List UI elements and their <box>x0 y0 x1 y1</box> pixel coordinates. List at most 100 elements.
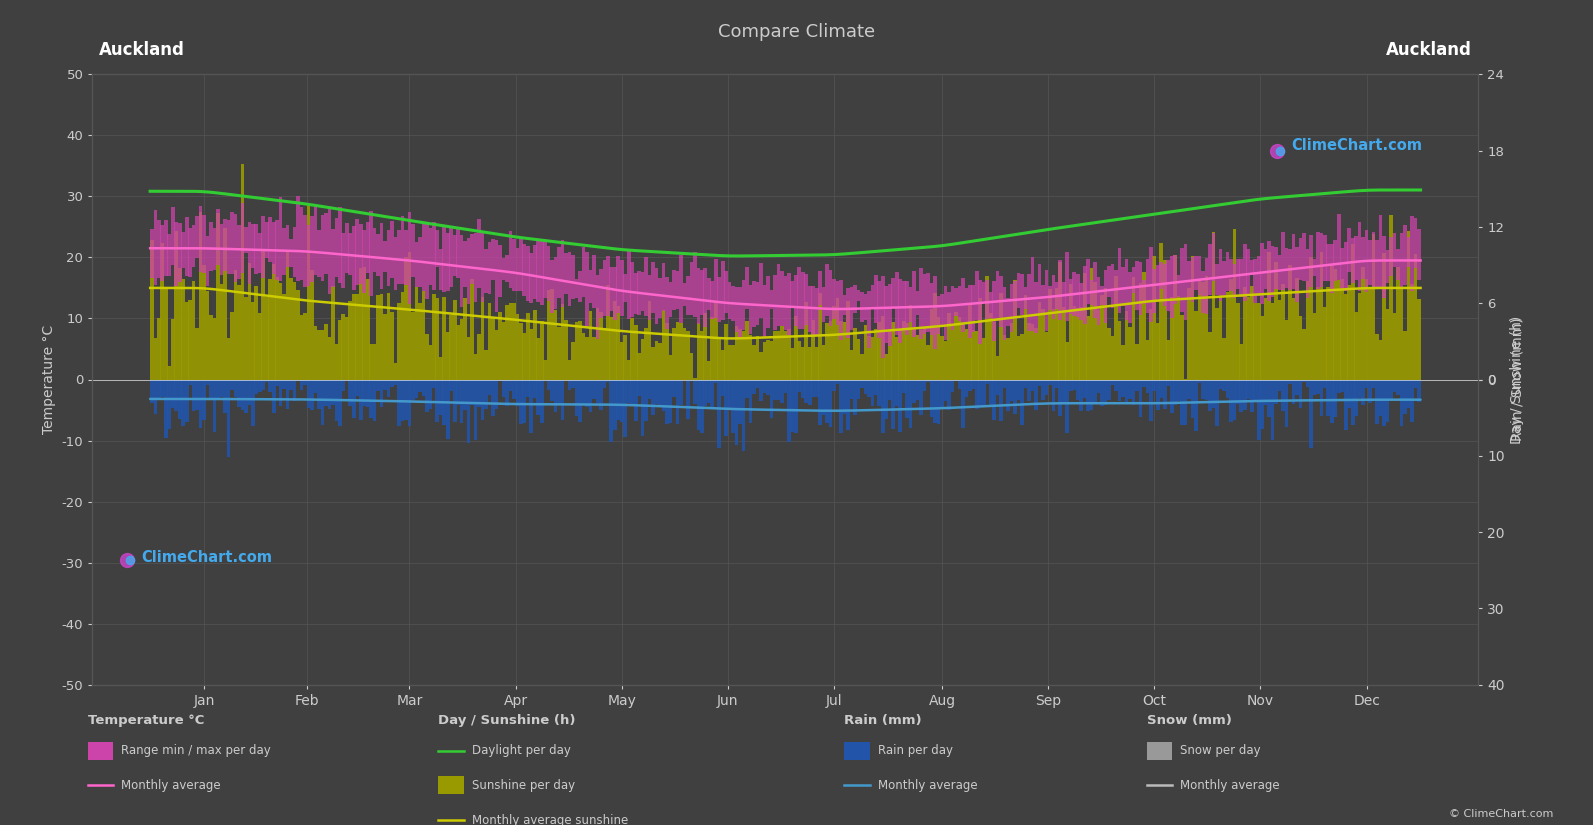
Bar <box>223 219 226 271</box>
Bar <box>1378 340 1383 380</box>
Bar <box>1324 307 1327 380</box>
Bar <box>1215 380 1219 426</box>
Bar <box>585 380 589 408</box>
Bar <box>1251 380 1254 412</box>
Bar <box>578 321 581 380</box>
Bar <box>456 325 460 380</box>
Bar <box>1055 380 1059 389</box>
Bar <box>669 281 672 317</box>
Bar <box>1080 380 1083 411</box>
Bar <box>722 261 725 320</box>
Bar <box>217 380 220 399</box>
Bar <box>637 353 640 380</box>
Bar <box>679 380 683 405</box>
Bar <box>672 270 675 310</box>
Bar <box>502 322 505 380</box>
Bar <box>519 323 523 380</box>
Bar <box>405 380 408 420</box>
Bar <box>1368 240 1372 285</box>
Bar <box>731 380 734 432</box>
Bar <box>798 380 801 392</box>
Bar <box>1333 380 1337 417</box>
Bar <box>957 286 961 321</box>
Bar <box>610 380 613 442</box>
Bar <box>822 380 825 415</box>
Bar <box>429 380 432 409</box>
Bar <box>905 323 910 380</box>
Bar <box>1233 229 1236 380</box>
Bar <box>390 312 393 380</box>
Bar <box>948 314 951 380</box>
Bar <box>725 380 728 436</box>
Bar <box>913 330 916 380</box>
Bar <box>722 350 725 380</box>
Bar <box>150 241 153 380</box>
Bar <box>376 380 381 391</box>
Bar <box>311 380 314 410</box>
Bar <box>261 216 264 278</box>
Bar <box>1136 344 1139 380</box>
Bar <box>241 380 244 410</box>
Bar <box>1101 295 1104 380</box>
Bar <box>1066 252 1069 321</box>
Bar <box>714 259 717 318</box>
Bar <box>857 338 860 380</box>
Bar <box>798 341 801 380</box>
Bar <box>930 380 933 417</box>
Bar <box>943 341 948 380</box>
Bar <box>376 234 381 276</box>
Bar <box>484 350 487 380</box>
Bar <box>1309 257 1313 380</box>
Bar <box>414 243 419 287</box>
Bar <box>495 330 499 380</box>
Bar <box>1058 262 1063 380</box>
Bar <box>682 283 687 306</box>
Bar <box>707 380 710 403</box>
Bar <box>578 271 581 302</box>
Bar <box>1389 215 1392 380</box>
Bar <box>220 224 223 276</box>
Bar <box>511 239 516 291</box>
Bar <box>417 304 422 380</box>
Bar <box>640 338 645 380</box>
Bar <box>930 309 933 380</box>
Bar <box>1031 380 1034 391</box>
Bar <box>185 302 188 380</box>
Bar <box>596 380 599 403</box>
Bar <box>1020 274 1024 314</box>
Bar <box>561 380 564 420</box>
Bar <box>679 255 683 323</box>
Bar <box>167 365 170 380</box>
Bar <box>825 380 828 423</box>
Bar <box>978 280 983 344</box>
Bar <box>892 380 895 429</box>
Bar <box>1295 247 1298 302</box>
Bar <box>258 313 261 380</box>
Bar <box>752 380 755 394</box>
Bar <box>516 248 519 291</box>
Bar <box>1274 262 1278 380</box>
Bar <box>1313 380 1316 395</box>
Bar <box>605 285 610 380</box>
Bar <box>282 228 287 276</box>
Bar <box>1145 340 1149 380</box>
Bar <box>499 312 502 380</box>
Bar <box>1125 310 1128 380</box>
Bar <box>534 245 537 299</box>
Bar <box>290 239 293 267</box>
Bar <box>408 212 411 304</box>
Bar <box>226 380 231 457</box>
Bar <box>863 380 867 394</box>
Bar <box>460 319 464 380</box>
Bar <box>1125 380 1128 403</box>
Bar <box>299 380 303 389</box>
Bar <box>1101 286 1104 305</box>
Bar <box>440 248 443 290</box>
Bar <box>922 274 927 334</box>
Bar <box>241 203 244 273</box>
Bar <box>672 328 675 380</box>
Bar <box>776 380 781 399</box>
Bar <box>247 263 252 380</box>
Bar <box>1007 299 1010 326</box>
Bar <box>338 207 341 284</box>
